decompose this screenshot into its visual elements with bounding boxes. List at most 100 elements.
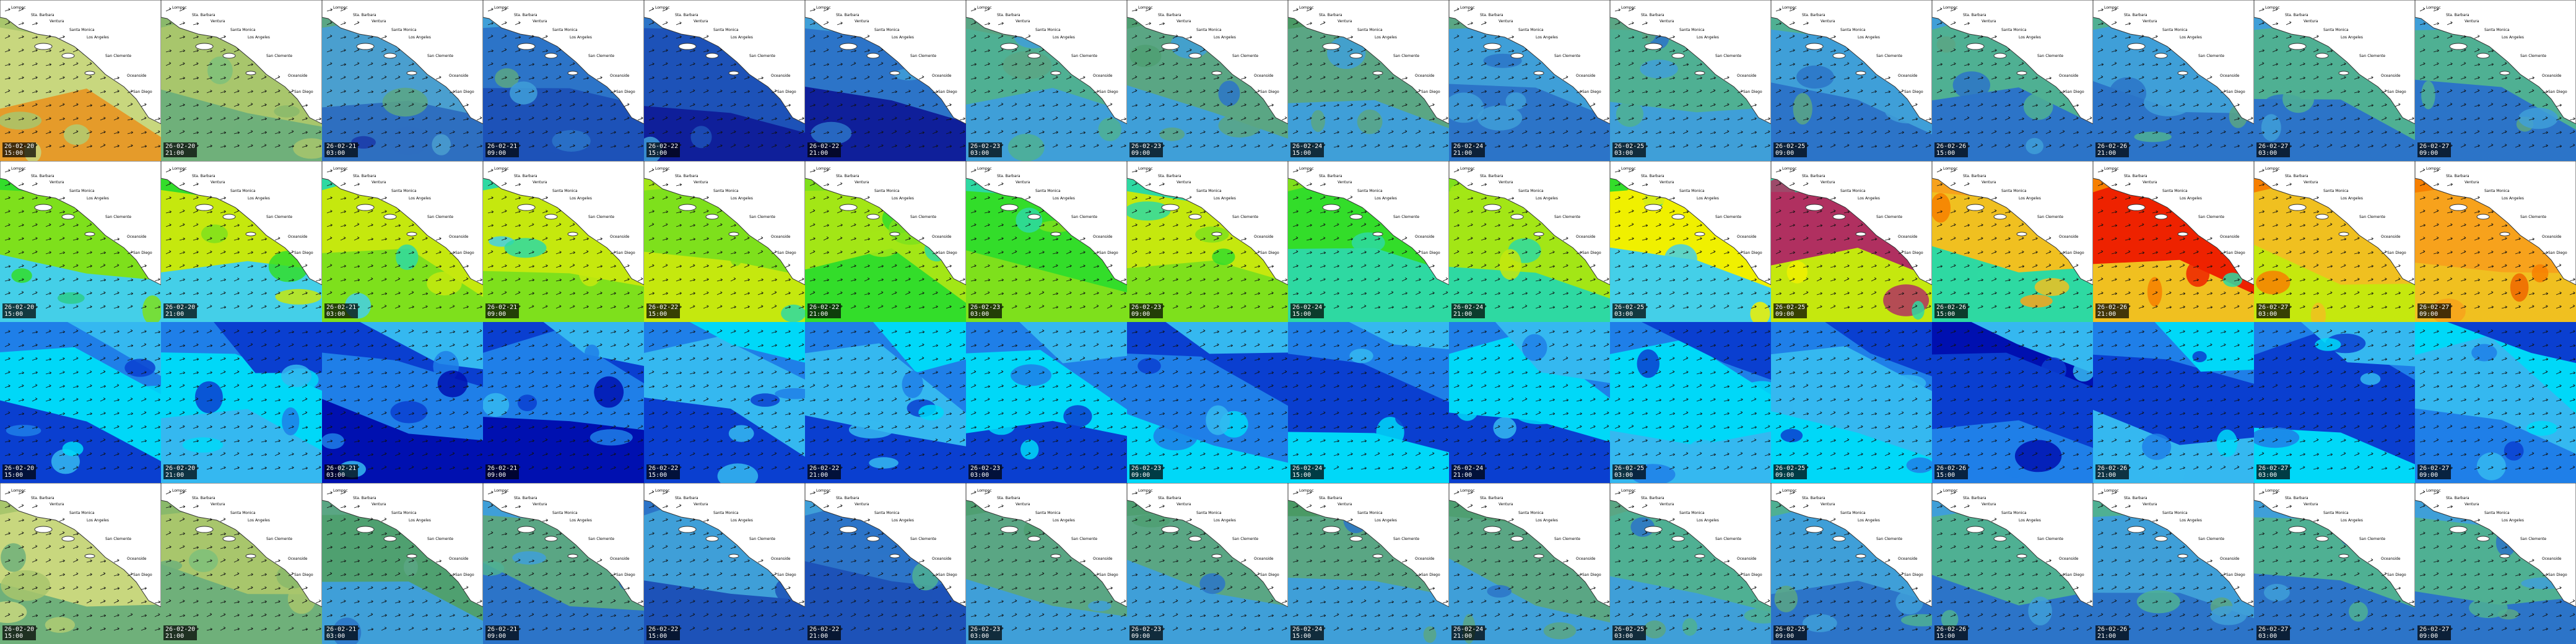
vector-arrow [662, 62, 668, 66]
vector-arrow [2220, 130, 2226, 134]
vector-arrow [18, 329, 24, 334]
vector-arrow [1038, 117, 1045, 121]
vector-arrow [730, 130, 736, 134]
vector-arrow [315, 452, 321, 456]
vector-arrow [850, 35, 856, 39]
vector-arrow [315, 117, 321, 121]
vector-arrow [1172, 370, 1178, 375]
vector-arrow [730, 305, 736, 309]
place-label: Sta. Barbara [1963, 13, 1986, 17]
vector-arrow [1240, 343, 1247, 347]
island [1855, 232, 1866, 237]
vector-arrow [206, 196, 212, 200]
vector-arrow [302, 411, 308, 416]
vector-arrow [809, 130, 816, 134]
field-contour-patch [11, 268, 32, 283]
vector-arrow [1467, 223, 1473, 227]
vector-arrow [288, 412, 295, 416]
vector-arrow [2152, 35, 2158, 39]
vector-arrow [1131, 103, 1138, 107]
vector-arrow [59, 453, 65, 456]
vector-arrow [100, 264, 106, 268]
vector-arrow [716, 439, 723, 443]
place-label: Santa Monica [2162, 28, 2188, 32]
vector-arrow [1011, 237, 1017, 241]
vector-arrow [340, 210, 346, 214]
vector-arrow [1964, 224, 1970, 227]
place-label: Ventura [2465, 180, 2479, 185]
vector-arrow [354, 89, 360, 94]
vector-arrow [970, 103, 977, 107]
vector-arrow [648, 183, 655, 186]
land-mass [805, 161, 966, 285]
vector-arrow [2340, 103, 2346, 107]
vector-arrow [1254, 131, 1260, 134]
vector-arrow [2528, 103, 2535, 107]
vector-arrow [1816, 277, 1822, 282]
field-contour-patch [2518, 107, 2558, 129]
vector-arrow [2460, 144, 2466, 148]
vector-arrow [2326, 237, 2333, 241]
vector-arrow [918, 277, 925, 282]
land-mass [0, 161, 161, 285]
vector-arrow [1213, 385, 1219, 388]
place-label: Sta. Barbara [1158, 13, 1181, 17]
vector-arrow [1642, 196, 1648, 200]
vector-arrow [261, 411, 267, 416]
vector-arrow [1066, 89, 1072, 94]
vector-arrow [302, 117, 308, 121]
forecast-map-tile: Lompoc Sta. Barbara Ventura Santa Monica Los… [805, 161, 966, 322]
vector-arrow [1642, 224, 1648, 227]
vector-arrow [72, 237, 79, 241]
vector-arrow [1011, 103, 1017, 107]
vector-arrow [1950, 237, 1956, 241]
vector-arrow [771, 425, 777, 429]
vector-arrow [1467, 251, 1473, 255]
island [728, 71, 739, 76]
vector-arrow [1131, 169, 1138, 173]
vector-arrow [2433, 168, 2439, 173]
field-contour-patch [902, 370, 923, 398]
place-label: San Diego [1260, 90, 1279, 94]
field-contour-patch [293, 138, 322, 159]
vector-arrow [1254, 329, 1260, 334]
vector-arrow [1991, 250, 1997, 255]
place-label: Sta. Barbara [1480, 174, 1503, 178]
field-contour-patch [207, 56, 233, 85]
vector-arrow [932, 357, 938, 361]
vector-arrow [2460, 237, 2466, 241]
vector-arrow [179, 357, 185, 361]
vector-arrow [1292, 277, 1299, 282]
vector-arrow [501, 385, 507, 388]
vector-arrow [1120, 278, 1126, 282]
vector-arrow [1884, 237, 1891, 241]
vector-arrow [2299, 211, 2306, 214]
vector-arrow [1964, 237, 1970, 241]
vector-arrow [1159, 412, 1165, 416]
vector-arrow [891, 251, 897, 255]
vector-arrow [1038, 439, 1045, 443]
vector-arrows [2258, 7, 2415, 148]
vector-arrow [583, 250, 589, 255]
field-contour-band [644, 106, 805, 161]
vector-arrow [823, 438, 829, 443]
island [195, 204, 214, 211]
vector-arrow [2313, 76, 2319, 80]
field-contour-band [483, 271, 644, 322]
field-contour-patch [1505, 92, 1526, 110]
vector-arrow [583, 264, 589, 268]
vector-arrow [1977, 76, 1983, 80]
vector-arrow [1562, 130, 1569, 134]
vector-arrow [2004, 131, 2011, 134]
vector-arrow [1737, 103, 1743, 107]
vector-arrow [877, 291, 884, 295]
vector-arrow [45, 466, 51, 470]
island [1349, 214, 1363, 220]
vector-arrow [127, 279, 134, 282]
vector-arrow [1268, 425, 1274, 429]
place-label: San Diego [1421, 90, 1440, 94]
place-label: Ventura [855, 19, 869, 24]
vector-arrow [1172, 224, 1178, 227]
vector-arrow [154, 330, 160, 334]
